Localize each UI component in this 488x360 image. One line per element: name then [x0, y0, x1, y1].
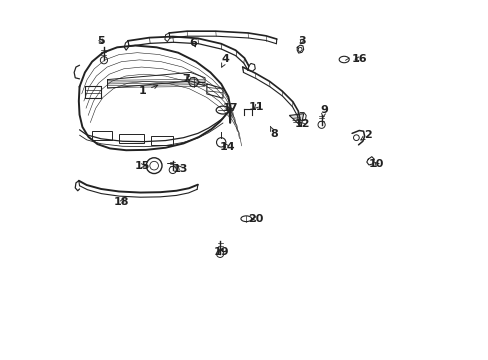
Text: 11: 11 [248, 102, 263, 112]
Text: 12: 12 [294, 120, 310, 129]
Text: 7: 7 [182, 74, 190, 84]
Text: 6: 6 [189, 38, 197, 48]
Bar [119, 134, 144, 143]
Text: 1: 1 [138, 85, 158, 96]
Text: 5: 5 [97, 36, 104, 46]
Text: 4: 4 [221, 54, 229, 67]
Text: 19: 19 [213, 247, 228, 257]
Text: 15: 15 [134, 161, 150, 171]
Text: 9: 9 [320, 105, 327, 118]
Text: 18: 18 [114, 197, 129, 207]
Text: 20: 20 [248, 214, 263, 224]
Text: 2: 2 [360, 130, 371, 140]
Text: 13: 13 [173, 163, 188, 174]
Text: 10: 10 [368, 159, 384, 169]
Text: 16: 16 [351, 54, 367, 64]
Bar [92, 131, 112, 140]
Bar [151, 136, 172, 145]
Text: 8: 8 [269, 126, 277, 139]
Text: 17: 17 [223, 103, 238, 113]
Text: 3: 3 [298, 36, 305, 46]
Text: 14: 14 [219, 142, 235, 152]
Polygon shape [289, 114, 303, 126]
